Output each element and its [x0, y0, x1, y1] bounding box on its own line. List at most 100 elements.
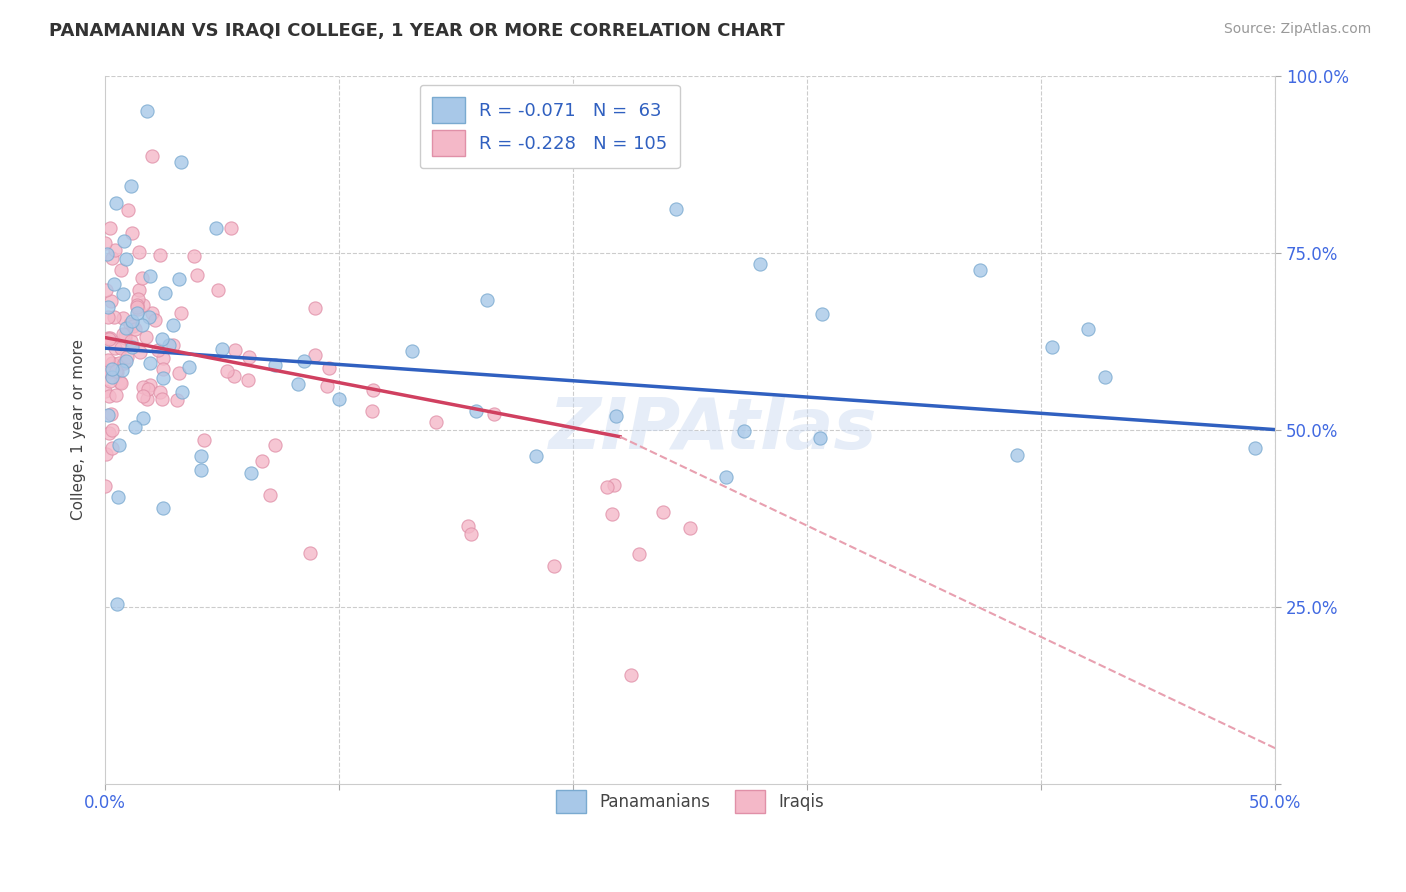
Point — [100, 293, 122, 308]
Point — [679, 521, 702, 535]
Point — [183, 249, 205, 263]
Point — [135, 103, 157, 118]
Point — [132, 389, 155, 403]
Point — [150, 332, 173, 346]
Point — [136, 382, 159, 396]
Point — [152, 371, 174, 385]
Point — [152, 501, 174, 516]
Point — [131, 318, 153, 332]
Point — [620, 668, 643, 682]
Point — [236, 373, 259, 387]
Point — [149, 385, 172, 400]
Point — [360, 404, 382, 418]
Point — [110, 263, 132, 277]
Point — [169, 366, 191, 380]
Point — [117, 203, 139, 218]
Point — [120, 334, 142, 348]
Point — [124, 321, 146, 335]
Point — [733, 424, 755, 438]
Point — [114, 328, 136, 343]
Point — [131, 411, 153, 425]
Point — [810, 307, 832, 321]
Point — [107, 356, 129, 370]
Point — [652, 505, 675, 519]
Point — [132, 380, 155, 394]
Point — [287, 377, 309, 392]
Point — [139, 356, 162, 370]
Point — [170, 385, 193, 400]
Point — [135, 392, 157, 407]
Point — [460, 527, 482, 541]
Point — [97, 425, 120, 440]
Point — [170, 305, 193, 319]
Point — [605, 409, 627, 423]
Point — [127, 302, 149, 317]
Point — [100, 220, 122, 235]
Point — [304, 348, 326, 362]
Point — [100, 251, 122, 265]
Point — [122, 319, 145, 334]
Point — [97, 300, 120, 314]
Point — [250, 454, 273, 468]
Point — [318, 360, 340, 375]
Point — [263, 358, 285, 372]
Point — [167, 272, 190, 286]
Point — [96, 247, 118, 261]
Point — [104, 243, 127, 257]
Point — [114, 321, 136, 335]
Point — [105, 365, 128, 379]
Point — [240, 466, 263, 480]
Point — [401, 344, 423, 359]
Point — [259, 488, 281, 502]
Point — [101, 370, 124, 384]
Point — [224, 343, 246, 358]
Point — [112, 234, 135, 248]
Point — [177, 359, 200, 374]
Point — [328, 392, 350, 406]
Point — [304, 301, 326, 316]
Point — [128, 283, 150, 297]
Point — [96, 283, 118, 297]
Point — [115, 252, 138, 267]
Point — [132, 298, 155, 312]
Point — [217, 364, 239, 378]
Point — [103, 310, 125, 325]
Point — [1243, 442, 1265, 456]
Point — [112, 310, 135, 325]
Point — [186, 268, 208, 282]
Point — [716, 469, 738, 483]
Point — [128, 245, 150, 260]
Point — [292, 354, 315, 368]
Point — [224, 368, 246, 383]
Point — [1077, 322, 1099, 336]
Point — [94, 364, 117, 378]
Point — [110, 375, 132, 389]
Point — [138, 378, 160, 392]
Point — [105, 597, 128, 611]
Point — [96, 447, 118, 461]
Point — [141, 306, 163, 320]
Point — [104, 388, 127, 402]
Point — [118, 318, 141, 332]
Point — [665, 202, 688, 217]
Point — [110, 341, 132, 355]
Point — [100, 331, 122, 345]
Point — [97, 389, 120, 403]
Point — [628, 547, 651, 561]
Point — [238, 351, 260, 365]
Point — [1005, 448, 1028, 462]
Text: Source: ZipAtlas.com: Source: ZipAtlas.com — [1223, 22, 1371, 37]
Point — [131, 271, 153, 285]
Point — [135, 330, 157, 344]
Point — [139, 268, 162, 283]
Y-axis label: College, 1 year or more: College, 1 year or more — [72, 339, 86, 520]
Point — [111, 362, 134, 376]
Point — [112, 356, 135, 370]
Point — [97, 408, 120, 422]
Point — [97, 310, 120, 324]
Text: ZIPAtlas: ZIPAtlas — [550, 395, 877, 464]
Point — [100, 362, 122, 376]
Point — [315, 378, 337, 392]
Point — [211, 342, 233, 356]
Point — [98, 374, 121, 388]
